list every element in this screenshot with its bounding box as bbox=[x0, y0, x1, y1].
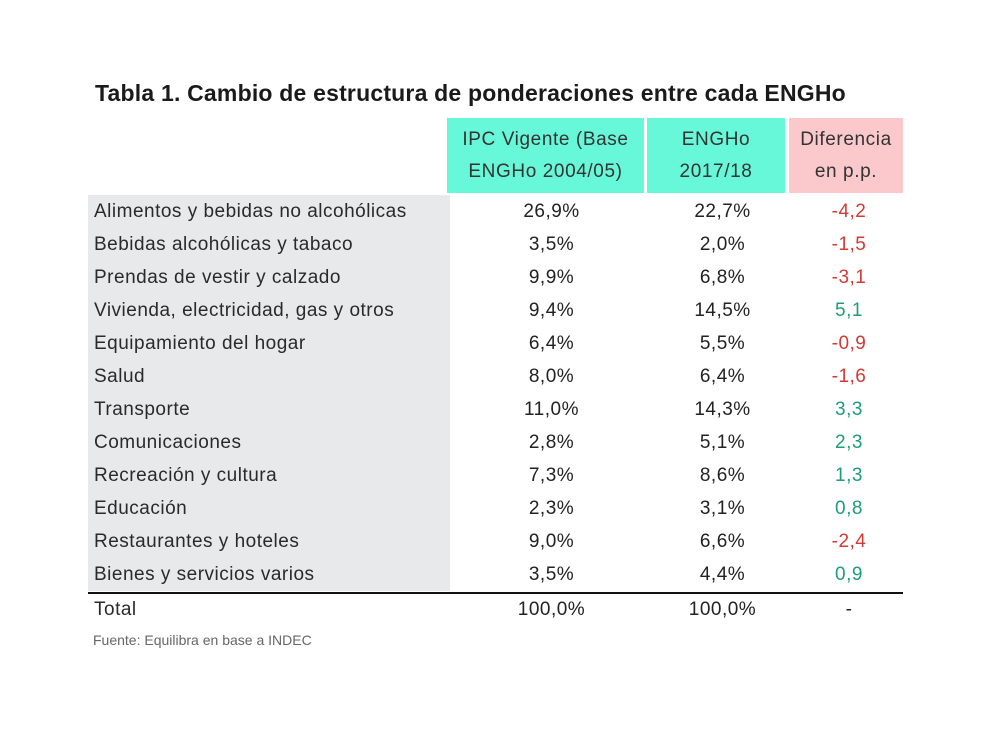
label-column-background bbox=[88, 195, 450, 591]
diff-value: 3,3 bbox=[835, 398, 863, 420]
table-row: Restaurantes y hoteles 9,0% 6,6% -2,4 bbox=[88, 525, 903, 558]
engho-value: 3,1% bbox=[699, 497, 746, 519]
engho-value: 4,4% bbox=[699, 563, 746, 585]
table-row: Vivienda, electricidad, gas y otros 9,4% 1… bbox=[88, 294, 903, 327]
header-line: 2017/18 bbox=[679, 160, 753, 182]
total-diff: - bbox=[845, 598, 853, 620]
row-label: Salud bbox=[94, 365, 146, 387]
ipc-value: 3,5% bbox=[528, 233, 575, 255]
diff-value: 0,8 bbox=[835, 497, 863, 519]
engho-value: 2,0% bbox=[699, 233, 746, 255]
header-diferencia: Diferencia en p.p. bbox=[789, 118, 903, 193]
engho-value: 14,3% bbox=[694, 398, 751, 420]
table-body: Alimentos y bebidas no alcohólicas 26,9% 2… bbox=[88, 195, 903, 591]
ipc-value: 2,8% bbox=[528, 431, 575, 453]
diff-value: -3,1 bbox=[831, 266, 867, 288]
total-label: Total bbox=[94, 598, 137, 620]
ipc-value: 9,9% bbox=[528, 266, 575, 288]
diff-value: 2,3 bbox=[835, 431, 863, 453]
engho-value: 6,8% bbox=[699, 266, 746, 288]
engho-value: 5,1% bbox=[699, 431, 746, 453]
table-row: Bienes y servicios varios 3,5% 4,4% 0,9 bbox=[88, 558, 903, 591]
table-row: Comunicaciones 2,8% 5,1% 2,3 bbox=[88, 426, 903, 459]
table-title: Tabla 1. Cambio de estructura de pondera… bbox=[95, 80, 846, 106]
diff-value: 1,3 bbox=[835, 464, 863, 486]
engho-value: 14,5% bbox=[694, 299, 751, 321]
diff-value: -4,2 bbox=[831, 200, 867, 222]
row-label: Prendas de vestir y calzado bbox=[94, 266, 341, 288]
header-engho-2017: ENGHo 2017/18 bbox=[647, 118, 785, 193]
engho-value: 22,7% bbox=[694, 200, 751, 222]
header-line: en p.p. bbox=[814, 160, 878, 182]
row-label: Bienes y servicios varios bbox=[94, 563, 315, 585]
row-label: Recreación y cultura bbox=[94, 464, 278, 486]
header-line: IPC Vigente (Base bbox=[462, 128, 629, 150]
ipc-value: 7,3% bbox=[528, 464, 575, 486]
engho-value: 5,5% bbox=[699, 332, 746, 354]
row-label: Transporte bbox=[94, 398, 191, 420]
diff-value: 5,1 bbox=[835, 299, 863, 321]
row-label: Equipamiento del hogar bbox=[94, 332, 306, 354]
table-row: Prendas de vestir y calzado 9,9% 6,8% -3,1 bbox=[88, 261, 903, 294]
row-label: Alimentos y bebidas no alcohólicas bbox=[94, 200, 407, 222]
table-row: Bebidas alcohólicas y tabaco 3,5% 2,0% -1,5 bbox=[88, 228, 903, 261]
ipc-value: 6,4% bbox=[528, 332, 575, 354]
engho-value: 8,6% bbox=[699, 464, 746, 486]
header-ipc-vigente: IPC Vigente (Base ENGHo 2004/05) bbox=[447, 118, 644, 193]
engho-value: 6,4% bbox=[699, 365, 746, 387]
row-label: Vivienda, electricidad, gas y otros bbox=[94, 299, 395, 321]
ipc-value: 3,5% bbox=[528, 563, 575, 585]
source-note: Fuente: Equilibra en base a INDEC bbox=[93, 632, 312, 648]
table-row: Alimentos y bebidas no alcohólicas 26,9% 2… bbox=[88, 195, 903, 228]
table-row: Equipamiento del hogar 6,4% 5,5% -0,9 bbox=[88, 327, 903, 360]
table-row: Transporte 11,0% 14,3% 3,3 bbox=[88, 393, 903, 426]
total-ipc: 100,0% bbox=[517, 598, 586, 620]
diff-value: -1,6 bbox=[831, 365, 867, 387]
ipc-value: 11,0% bbox=[524, 398, 579, 420]
diff-value: -1,5 bbox=[831, 233, 867, 255]
ipc-value: 26,9% bbox=[523, 200, 580, 222]
diff-value: 0,9 bbox=[835, 563, 863, 585]
ipc-value: 2,3% bbox=[528, 497, 575, 519]
diff-value: -2,4 bbox=[831, 530, 867, 552]
total-divider bbox=[88, 592, 903, 594]
ipc-value: 9,0% bbox=[528, 530, 575, 552]
diff-value: -0,9 bbox=[831, 332, 867, 354]
header-line: ENGHo bbox=[681, 128, 751, 150]
ipc-value: 9,4% bbox=[528, 299, 575, 321]
engho-value: 6,6% bbox=[699, 530, 746, 552]
row-label: Restaurantes y hoteles bbox=[94, 530, 300, 552]
table-row: Recreación y cultura 7,3% 8,6% 1,3 bbox=[88, 459, 903, 492]
ipc-value: 8,0% bbox=[528, 365, 575, 387]
row-label: Bebidas alcohólicas y tabaco bbox=[94, 233, 354, 255]
header-line: Diferencia bbox=[800, 128, 892, 150]
total-engho: 100,0% bbox=[688, 598, 757, 620]
row-label: Comunicaciones bbox=[94, 431, 242, 453]
header-line: ENGHo 2004/05) bbox=[468, 160, 623, 182]
row-label: Educación bbox=[94, 497, 188, 519]
table-row: Educación 2,3% 3,1% 0,8 bbox=[88, 492, 903, 525]
table-row: Salud 8,0% 6,4% -1,6 bbox=[88, 360, 903, 393]
total-row: Total 100,0% 100,0% - bbox=[88, 593, 903, 626]
